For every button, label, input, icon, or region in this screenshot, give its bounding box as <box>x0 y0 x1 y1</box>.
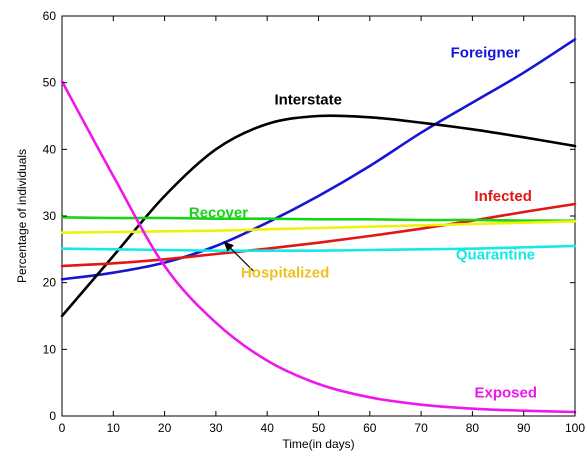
x-axis-ticks: 0 10 20 30 40 50 60 70 80 90 100 <box>59 16 585 435</box>
series-label-exposed: Exposed <box>474 385 537 402</box>
series-label-infected: Infected <box>474 188 532 205</box>
series-label-recover: Recover <box>189 205 248 222</box>
series-line-infected <box>60 202 577 268</box>
y-tick-label: 50 <box>43 76 57 90</box>
x-tick-label: 50 <box>312 421 326 435</box>
series-line-hospitalized <box>60 220 577 234</box>
x-tick-label: 30 <box>209 421 223 435</box>
series-labels: Foreigner Interstate Infected Recover Hospit… <box>189 45 537 402</box>
series-line-foreigner <box>60 38 577 281</box>
series-lines <box>60 38 577 414</box>
series-label-foreigner: Foreigner <box>451 45 520 62</box>
series-line-interstate <box>60 114 577 318</box>
y-tick-label: 0 <box>49 409 56 423</box>
x-tick-label: 80 <box>466 421 480 435</box>
x-tick-label: 20 <box>158 421 172 435</box>
x-tick-label: 10 <box>107 421 121 435</box>
x-tick-label: 100 <box>565 421 585 435</box>
x-tick-label: 70 <box>414 421 428 435</box>
series-label-interstate: Interstate <box>274 91 342 108</box>
y-axis-label: Percentage of individuals <box>15 149 29 283</box>
y-tick-label: 20 <box>43 276 57 290</box>
y-tick-label: 60 <box>43 9 57 23</box>
x-tick-label: 90 <box>517 421 531 435</box>
annotation-arrow <box>223 240 255 273</box>
arrow-head <box>223 241 234 252</box>
y-tick-label: 10 <box>43 342 57 356</box>
y-axis-ticks: 0 10 20 30 40 50 60 <box>43 9 575 423</box>
x-tick-label: 0 <box>59 421 66 435</box>
x-tick-label: 40 <box>261 421 275 435</box>
series-label-hospitalized: Hospitalized <box>241 265 329 282</box>
series-line-quarantine <box>60 244 577 253</box>
series-label-quarantine: Quarantine <box>456 247 535 264</box>
x-tick-label: 60 <box>363 421 377 435</box>
y-tick-label: 30 <box>43 209 57 223</box>
x-axis-label: Time(in days) <box>282 437 354 451</box>
y-tick-label: 40 <box>43 142 57 156</box>
series-line-recover <box>60 216 577 223</box>
plot-area: Foreigner Interstate Infected Recover Hospit… <box>43 9 586 435</box>
series-line-exposed <box>60 80 577 414</box>
